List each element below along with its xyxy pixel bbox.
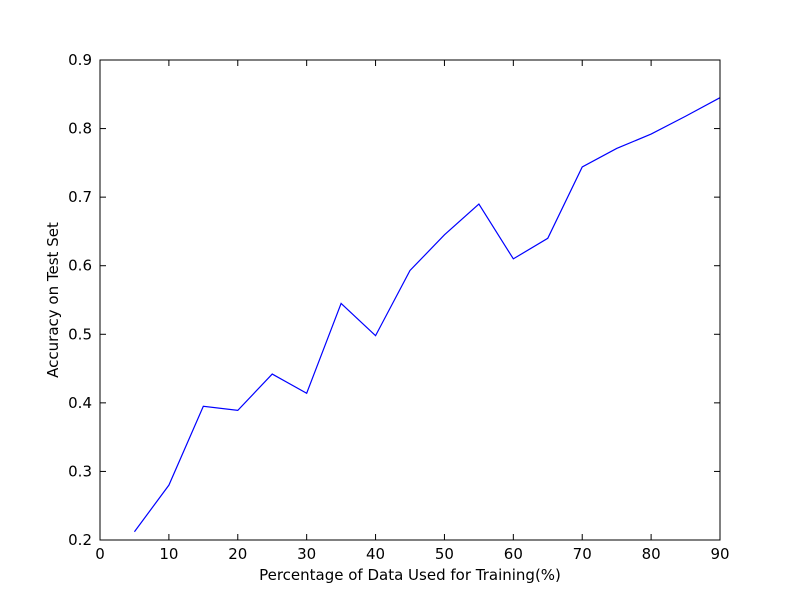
y-tick-label: 0.5 [68, 325, 92, 343]
series-line [133, 97, 721, 533]
x-tick-label: 0 [95, 545, 105, 563]
x-tick-label: 40 [366, 545, 385, 563]
x-tick-label: 90 [710, 545, 729, 563]
x-axis-label: Percentage of Data Used for Training(%) [259, 566, 561, 584]
x-tick-label: 10 [159, 545, 178, 563]
ticks-layer: 0 10 20 30 40 50 60 70 80 90 0.2 0.3 0.4 0.5 0.6 0.7 0.8… [68, 51, 729, 563]
x-tick-label: 20 [228, 545, 247, 563]
x-tick-label: 30 [297, 545, 316, 563]
x-tick-label: 60 [504, 545, 523, 563]
y-tick-label: 0.9 [68, 51, 92, 69]
x-tick-label: 80 [642, 545, 661, 563]
plot-frame [99, 59, 721, 541]
y-tick-label: 0.7 [68, 188, 92, 206]
y-tick-label: 0.2 [68, 531, 92, 549]
y-tick-label: 0.8 [68, 120, 92, 138]
y-axis-label: Accuracy on Test Set [44, 222, 62, 378]
y-tick-label: 0.6 [68, 257, 92, 275]
x-tick-label: 50 [435, 545, 454, 563]
x-tick-label: 70 [573, 545, 592, 563]
y-tick-label: 0.4 [68, 394, 92, 412]
series-layer [133, 97, 721, 533]
y-tick-label: 0.3 [68, 462, 92, 480]
